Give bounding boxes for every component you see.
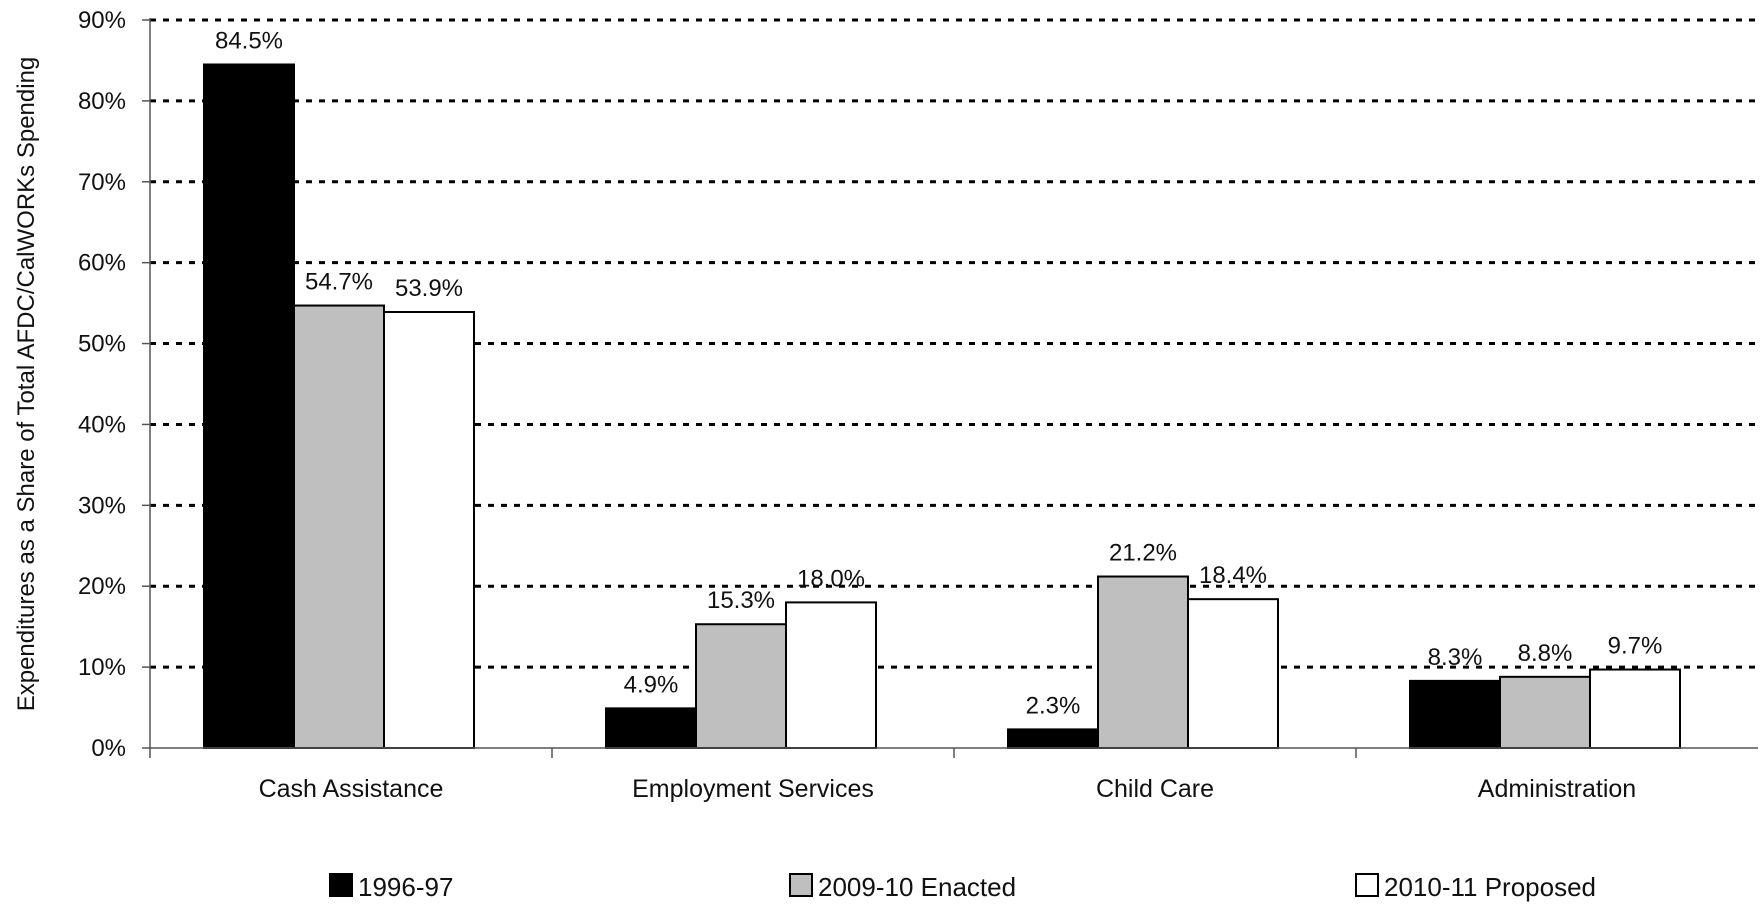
axes: 0% 10% 20% 30% 40% 50% 60% 70% 80% 90% Expenditure… <box>13 7 1758 762</box>
data-label: 2.3% <box>1026 692 1081 719</box>
category-label: Administration <box>1478 775 1636 803</box>
y-tick-label: 20% <box>78 573 126 600</box>
y-tick-label: 90% <box>78 7 126 34</box>
y-tick-label: 30% <box>78 492 126 519</box>
data-label: 15.3% <box>707 587 775 614</box>
bars <box>203 63 1681 750</box>
y-tick-label: 70% <box>78 169 126 196</box>
y-tick-label: 50% <box>78 331 126 358</box>
data-label: 9.7% <box>1608 633 1663 660</box>
bar <box>1499 675 1591 749</box>
legend-label: 2009-10 Enacted <box>818 872 1016 902</box>
bar <box>1589 668 1681 749</box>
category-label: Employment Services <box>632 775 874 803</box>
labels: 84.5% 54.7% 53.9% Cash Assistance 4.9% 15.3% 1… <box>215 27 1662 803</box>
bar <box>1187 598 1279 749</box>
category-label: Cash Assistance <box>259 775 444 803</box>
legend-swatch <box>789 873 813 897</box>
data-label: 84.5% <box>215 27 283 54</box>
data-label: 18.4% <box>1199 562 1267 589</box>
y-tick-label: 10% <box>78 654 126 681</box>
legend-label: 2010-11 Proposed <box>1384 872 1596 902</box>
y-tick-label: 60% <box>78 250 126 277</box>
data-label: 18.0% <box>797 565 865 592</box>
bar <box>383 311 475 749</box>
data-label: 4.9% <box>624 671 679 698</box>
legend-label: 1996-97 <box>358 872 453 902</box>
bar <box>1409 679 1501 750</box>
data-label: 8.8% <box>1518 640 1573 667</box>
data-label: 53.9% <box>395 275 463 302</box>
category-label: Child Care <box>1096 775 1214 803</box>
legend: 1996-97 2009-10 Enacted 2010-11 Proposed <box>329 872 1596 902</box>
data-label: 8.3% <box>1428 644 1483 671</box>
y-tick-label: 0% <box>91 735 126 762</box>
data-label: 21.2% <box>1109 540 1177 567</box>
legend-swatch <box>329 873 353 897</box>
bar <box>203 63 295 749</box>
bar <box>605 707 697 749</box>
bar <box>1097 575 1189 750</box>
legend-swatch <box>1355 873 1379 897</box>
bar <box>1007 728 1099 750</box>
data-label: 54.7% <box>305 269 373 296</box>
gridlines <box>150 18 1758 669</box>
bar <box>785 601 877 750</box>
y-tick-label: 80% <box>78 88 126 115</box>
y-axis-title: Expenditures as a Share of Total AFDC/Ca… <box>13 57 40 712</box>
bar <box>293 304 385 749</box>
y-tick-label: 40% <box>78 411 126 438</box>
bar <box>695 623 787 749</box>
